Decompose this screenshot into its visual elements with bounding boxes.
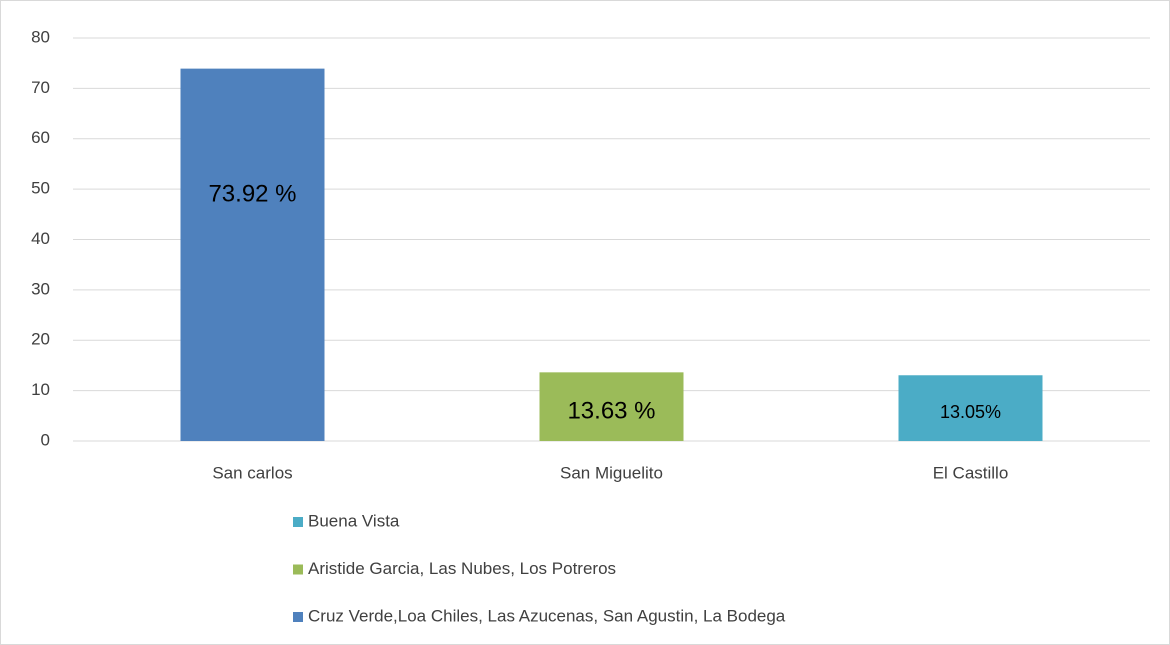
legend-label: Buena Vista <box>308 511 400 530</box>
legend-label: Aristide Garcia, Las Nubes, Los Potreros <box>308 559 616 578</box>
legend-label: Cruz Verde,Loa Chiles, Las Azucenas, San… <box>308 606 786 625</box>
bar <box>898 375 1043 441</box>
y-tick-label: 60 <box>31 128 50 147</box>
data-label: 73.92 % <box>208 181 296 208</box>
x-tick-label: San carlos <box>212 463 292 482</box>
y-tick-label: 80 <box>31 27 50 46</box>
bar <box>539 372 684 441</box>
legend-swatch <box>293 564 303 575</box>
legend-swatch <box>293 612 303 622</box>
y-tick-label: 40 <box>31 229 50 248</box>
y-tick-label: 20 <box>31 330 50 349</box>
y-tick-label: 30 <box>31 279 50 298</box>
bar <box>180 68 325 442</box>
y-tick-label: 0 <box>41 430 50 449</box>
y-tick-label: 50 <box>31 179 50 198</box>
x-tick-label: San Miguelito <box>560 463 663 482</box>
legend-swatch <box>293 517 303 527</box>
x-tick-label: El Castillo <box>933 463 1009 482</box>
data-label: 13.05% <box>940 402 1001 422</box>
y-tick-label: 10 <box>31 380 50 399</box>
y-tick-label: 70 <box>31 78 50 97</box>
data-label: 13.63 % <box>567 398 655 425</box>
